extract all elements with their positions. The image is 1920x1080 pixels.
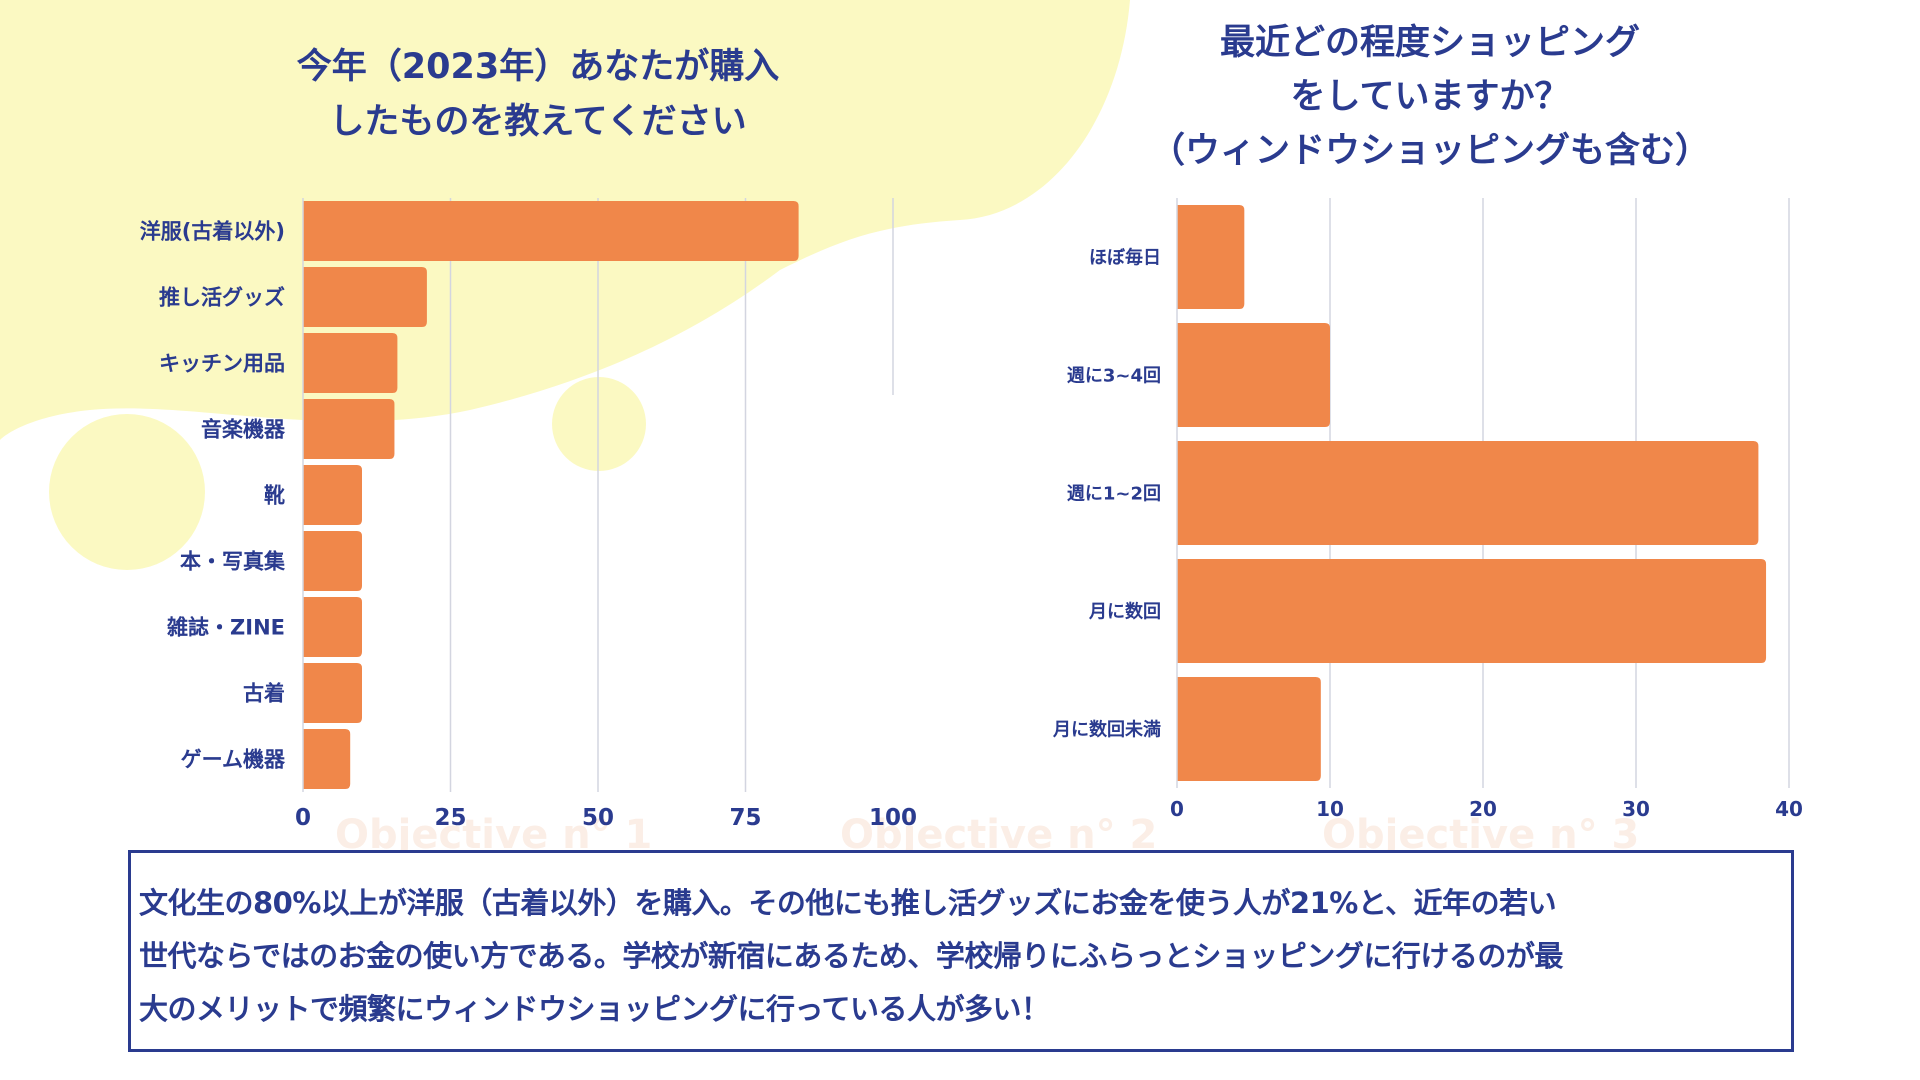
summary-line-2: 世代ならではのお金の使い方である。学校が新宿にあるため、学校帰りにふらっとショッ… bbox=[139, 939, 1563, 973]
yellow-circle-left bbox=[49, 414, 205, 570]
left-chart-bar bbox=[303, 531, 362, 591]
right-chart-bar bbox=[1177, 559, 1767, 663]
right-chart-bar bbox=[1177, 205, 1245, 309]
left-chart-bar bbox=[303, 597, 362, 657]
right-chart-bar bbox=[1177, 677, 1321, 781]
right-chart-category-label: ほぼ毎日 bbox=[1089, 246, 1161, 268]
right-chart-tick-label: 0 bbox=[1170, 797, 1184, 821]
summary-line-3: 大のメリットで頻繁にウィンドウショッピングに行っている人が多い！ bbox=[139, 992, 1050, 1026]
left-chart-bar bbox=[303, 267, 427, 327]
yellow-circle-mid bbox=[552, 377, 646, 471]
right-title-line3: （ウィンドウショッピングも含む） bbox=[1149, 131, 1710, 171]
right-title-line1: 最近どの程度ショッピング bbox=[1219, 23, 1640, 63]
right-chart-category-label: 月に数回未満 bbox=[1052, 718, 1161, 740]
left-chart-bar bbox=[303, 465, 362, 525]
left-chart-title: 今年（2023年）あなたが購入 したものを教えてください bbox=[238, 40, 838, 150]
left-chart-tick-label: 25 bbox=[434, 805, 466, 831]
left-chart-bar bbox=[303, 201, 799, 261]
right-chart-category-label: 月に数回 bbox=[1088, 600, 1161, 622]
left-chart-category-label: 本・写真集 bbox=[180, 550, 286, 574]
left-chart-tick-label: 50 bbox=[582, 805, 614, 831]
left-chart-category-label: 推し活グッズ bbox=[159, 286, 285, 310]
summary-line-1: 文化生の80%以上が洋服（古着以外）を購入。その他にも推し活グッズにお金を使う人… bbox=[139, 886, 1557, 920]
left-chart-bar bbox=[303, 399, 395, 459]
right-chart-category-label: 週に3~4回 bbox=[1067, 365, 1161, 386]
right-title-line2: をしていますか？ bbox=[1290, 77, 1570, 117]
left-chart-tick-label: 100 bbox=[869, 805, 917, 831]
left-chart-bar bbox=[303, 729, 351, 789]
left-chart-category-label: 靴 bbox=[264, 484, 285, 508]
left-chart-category-label: 音楽機器 bbox=[201, 418, 286, 442]
left-title-line1: 今年（2023年）あなたが購入 bbox=[296, 47, 780, 87]
right-chart-bar bbox=[1177, 441, 1759, 545]
left-chart-category-label: キッチン用品 bbox=[159, 352, 285, 376]
left-chart-tick-label: 0 bbox=[295, 805, 311, 831]
right-chart-tick-label: 40 bbox=[1775, 797, 1803, 821]
left-chart-category-label: 古着 bbox=[243, 682, 285, 706]
left-chart-tick-label: 75 bbox=[729, 805, 761, 831]
right-chart-bar bbox=[1177, 323, 1330, 427]
left-chart-category-label: 雑誌・ZINE bbox=[166, 616, 285, 640]
left-chart-bar bbox=[303, 663, 362, 723]
left-title-line2: したものを教えてください bbox=[329, 102, 747, 142]
right-chart-tick-label: 20 bbox=[1469, 797, 1497, 821]
right-chart-tick-label: 10 bbox=[1316, 797, 1344, 821]
summary-box: 文化生の80%以上が洋服（古着以外）を購入。その他にも推し活グッズにお金を使う人… bbox=[128, 850, 1794, 1052]
left-chart-category-label: 洋服(古着以外) bbox=[140, 220, 285, 244]
right-chart-category-label: 週に1~2回 bbox=[1067, 483, 1161, 504]
right-chart-title: 最近どの程度ショッピング をしていますか？ （ウィンドウショッピングも含む） bbox=[1110, 16, 1750, 178]
left-chart-bar bbox=[303, 333, 398, 393]
right-chart-tick-label: 30 bbox=[1622, 797, 1650, 821]
left-chart-category-label: ゲーム機器 bbox=[181, 748, 286, 772]
